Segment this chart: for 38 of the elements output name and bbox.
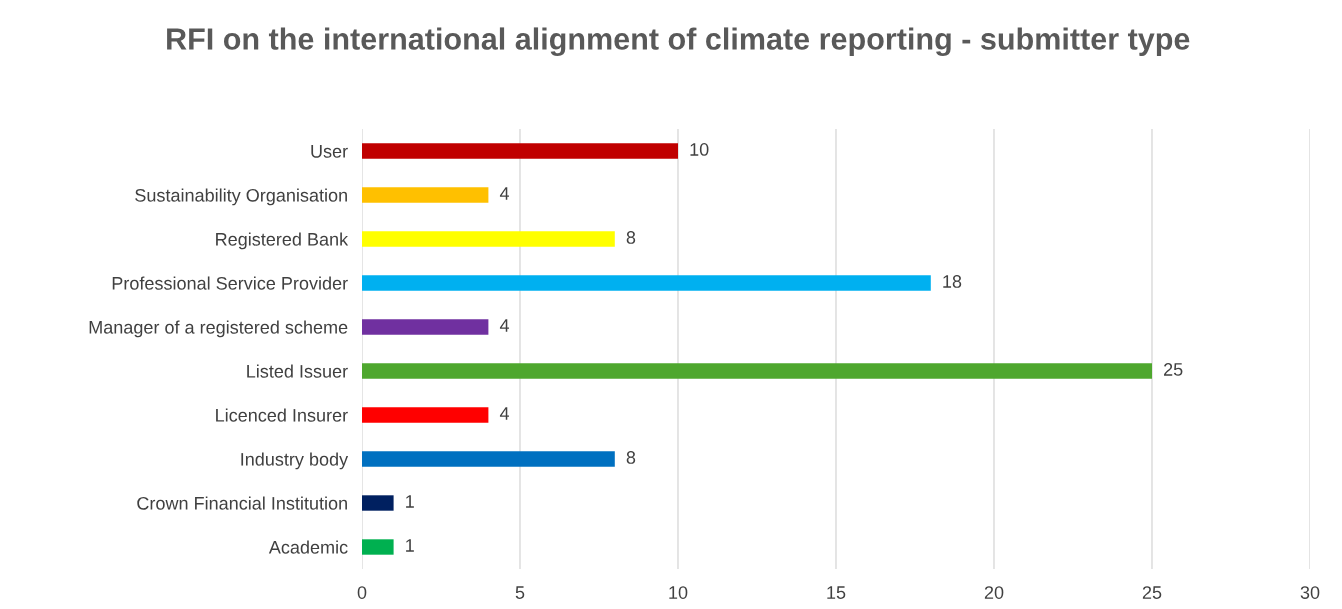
y-tick-label: User <box>311 145 348 158</box>
x-tick-label: 30 <box>1300 586 1320 599</box>
data-label: 4 <box>499 319 510 332</box>
x-tick-label: 5 <box>515 586 525 599</box>
bar <box>362 231 615 247</box>
data-label: 8 <box>626 451 636 464</box>
data-label: 10 <box>690 143 709 156</box>
y-tick-label: Registered Bank <box>216 232 349 250</box>
y-tick-label: Manager of a registered scheme <box>89 320 348 338</box>
y-tick-label: Academic <box>268 540 348 554</box>
y-tick-label: Sustainability Organisation <box>135 188 347 206</box>
bar <box>362 407 489 423</box>
y-tick-label: Professional Service Provider <box>112 276 348 290</box>
x-tick-label: 10 <box>669 586 688 599</box>
bar <box>362 187 489 203</box>
bar <box>362 363 1152 379</box>
chart-title: RFI on the international alignment of climate reporting - submitter type <box>167 27 1190 57</box>
x-tick-label: 0 <box>357 586 367 599</box>
bar <box>362 451 615 467</box>
x-tick-label: 25 <box>1142 586 1162 599</box>
x-tick-label: 20 <box>984 586 1004 599</box>
data-label: 18 <box>943 275 962 288</box>
data-label: 1 <box>406 495 414 508</box>
data-label: 8 <box>626 231 636 244</box>
bar <box>362 143 678 159</box>
data-label: 4 <box>499 187 510 200</box>
data-label: 25 <box>1164 363 1183 376</box>
data-label: 4 <box>499 407 510 420</box>
bar <box>362 495 394 511</box>
y-tick-label: Licenced Insurer <box>216 408 348 422</box>
bar <box>362 319 489 335</box>
y-tick-label: Listed Issuer <box>247 364 348 378</box>
y-tick-label: Crown Financial Institution <box>137 496 347 510</box>
bar <box>362 539 394 555</box>
bar <box>362 275 931 291</box>
x-tick-label: 15 <box>827 586 846 599</box>
data-label: 1 <box>406 539 414 552</box>
y-tick-label: Industry body <box>241 452 349 470</box>
